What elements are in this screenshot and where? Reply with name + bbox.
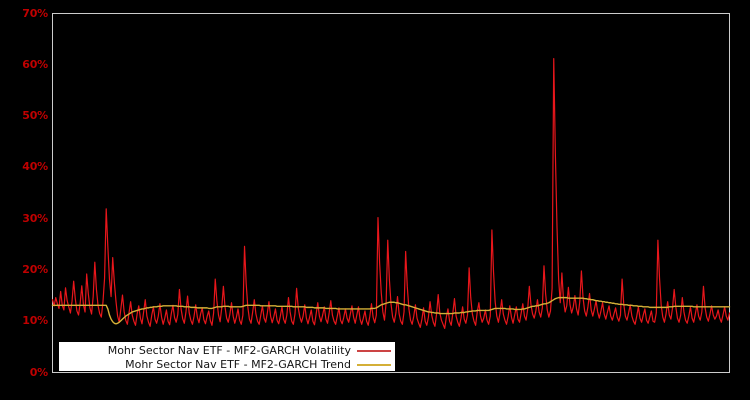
legend-label-trend: Mohr Sector Nav ETF - MF2-GARCH Trend [125, 358, 351, 371]
y-axis-tick-10pct: 10% [22, 314, 48, 328]
y-axis-tick-50pct: 50% [22, 109, 48, 123]
legend-entry-trend: Mohr Sector Nav ETF - MF2-GARCH Trend [125, 357, 391, 372]
series-line-trend [51, 296, 731, 325]
legend-label-volatility: Mohr Sector Nav ETF - MF2-GARCH Volatili… [107, 344, 351, 357]
y-axis-tick-60pct: 60% [22, 57, 48, 71]
series-line-volatility [51, 58, 731, 329]
legend-swatch-volatility [357, 349, 391, 352]
legend-swatch-trend [357, 363, 391, 366]
y-axis-tick-40pct: 40% [22, 160, 48, 174]
chart-legend: Mohr Sector Nav ETF - MF2-GARCH Volatili… [58, 341, 396, 372]
y-axis-tick-20pct: 20% [22, 262, 48, 276]
y-axis-tick-30pct: 30% [22, 211, 48, 225]
series-layer [51, 58, 731, 329]
y-axis-tick-0pct: 0% [29, 365, 48, 379]
plot-area-border [52, 13, 730, 373]
legend-entry-volatility: Mohr Sector Nav ETF - MF2-GARCH Volatili… [108, 343, 391, 358]
y-axis-tick-70pct: 70% [22, 6, 48, 20]
